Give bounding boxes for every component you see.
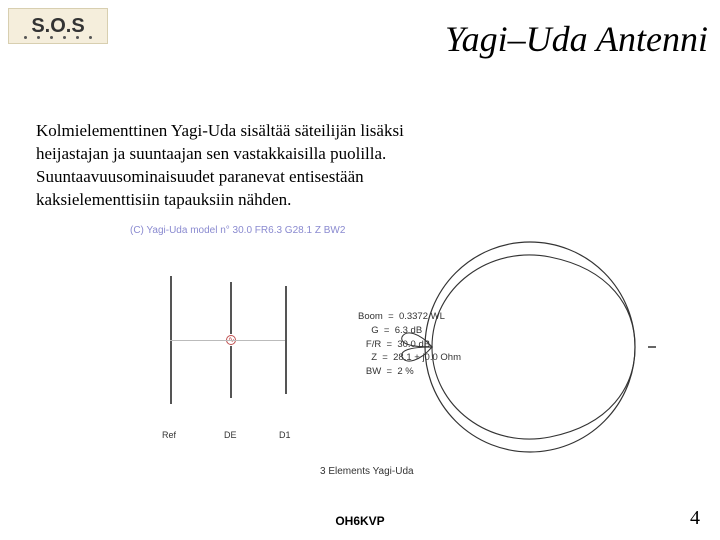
element-d1 xyxy=(285,286,287,394)
label-de: DE xyxy=(224,430,237,440)
element-de-bot xyxy=(230,346,232,398)
element-de-top xyxy=(230,282,232,334)
label-d1: D1 xyxy=(279,430,291,440)
diagram-caption: (C) Yagi-Uda model n° 30.0 FR6.3 G28.1 Z… xyxy=(130,225,345,236)
logo-dots xyxy=(19,36,97,39)
footer-callsign: OH6KVP xyxy=(0,514,720,528)
label-ref: Ref xyxy=(162,430,176,440)
sos-logo: S.O.S xyxy=(8,8,108,44)
body-paragraph: Kolmielementtinen Yagi-Uda sisältää säte… xyxy=(36,120,476,212)
radiation-pattern xyxy=(400,237,660,457)
diagram-sub-caption: 3 Elements Yagi-Uda xyxy=(320,466,414,477)
yagi-diagram: (C) Yagi-Uda model n° 30.0 FR6.3 G28.1 Z… xyxy=(110,225,670,485)
page-title: Yagi–Uda Antenni xyxy=(445,18,708,60)
logo-text: S.O.S xyxy=(31,15,84,38)
page-number: 4 xyxy=(690,507,700,530)
antenna-elements: ∿ Ref DE D1 xyxy=(120,255,320,425)
boom-line xyxy=(170,340,285,341)
